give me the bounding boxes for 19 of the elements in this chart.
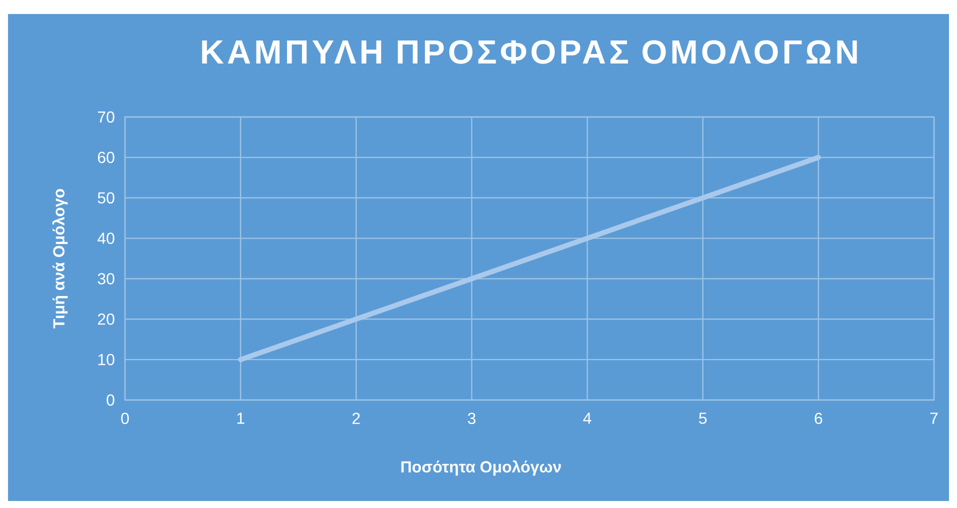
y-axis-title: Τιμή ανά Ομόλογο <box>52 189 68 328</box>
y-tick-label: 0 <box>106 394 114 406</box>
x-tick-label: 1 <box>237 412 244 424</box>
x-axis-title: Ποσότητα Ομολόγων <box>401 460 561 476</box>
x-tick-label: 4 <box>583 412 592 424</box>
x-tick-label: 0 <box>121 412 129 424</box>
x-tick-label: 7 <box>930 412 938 424</box>
x-tick-label: 2 <box>352 412 360 424</box>
x-tick-label: 3 <box>468 412 476 424</box>
y-tick-label: 60 <box>98 152 114 164</box>
y-tick-label: 30 <box>98 273 114 284</box>
x-tick-label: 5 <box>699 412 707 424</box>
y-tick-label: 70 <box>98 111 114 123</box>
y-tick-label: 20 <box>98 313 114 325</box>
y-tick-label: 10 <box>98 354 114 366</box>
x-tick-label: 6 <box>814 412 822 424</box>
y-tick-label: 50 <box>98 192 114 204</box>
y-tick-label: 40 <box>98 232 114 244</box>
chart-title: ΚΑΜΠΥΛΗ ΠΡΟΣΦΟΡΑΣ ΟΜΟΛΟΓΩΝ <box>202 40 857 64</box>
